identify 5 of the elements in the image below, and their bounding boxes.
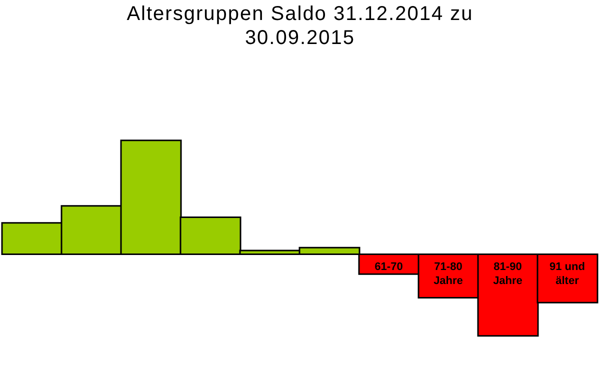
x-tick-label: 71-80 Jahre xyxy=(434,261,463,288)
x-tick-label: 81-90 Jahre xyxy=(493,261,522,288)
chart-title: Altersgruppen Saldo 31.12.2014 zu 30.09.2015 xyxy=(126,2,474,51)
x-tick-label: 91 und älter xyxy=(550,261,585,288)
x-tick-label: 61-70 xyxy=(374,261,403,274)
